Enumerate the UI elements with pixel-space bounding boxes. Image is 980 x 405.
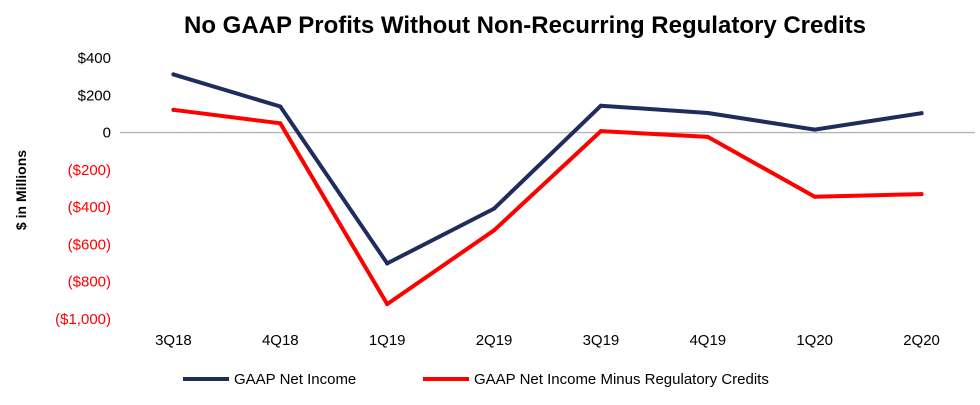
x-tick-label: 1Q20: [796, 332, 833, 349]
legend-label-2: GAAP Net Income Minus Regulatory Credits: [474, 371, 769, 388]
data-point: [171, 107, 176, 112]
y-tick-label: ($400): [68, 199, 111, 216]
data-point: [385, 302, 390, 307]
x-tick-label: 3Q19: [583, 332, 620, 349]
data-point: [278, 104, 283, 109]
x-tick-label: 4Q18: [262, 332, 299, 349]
y-tick-label: ($1,000): [55, 311, 111, 328]
data-point: [385, 261, 390, 266]
data-point: [598, 103, 603, 108]
data-point: [598, 129, 603, 134]
data-point: [278, 121, 283, 126]
data-point: [919, 111, 924, 116]
x-tick-label: 3Q18: [155, 332, 192, 349]
data-point: [492, 206, 497, 211]
y-axis-label: $ in Millions: [13, 150, 29, 230]
y-tick-label: ($600): [68, 236, 111, 253]
data-point: [705, 134, 710, 139]
y-tick-label: ($200): [68, 162, 111, 179]
data-point: [812, 127, 817, 132]
legend: GAAP Net Income GAAP Net Income Minus Reg…: [183, 371, 769, 388]
data-point: [171, 72, 176, 77]
y-tick-label: $400: [78, 50, 111, 67]
plot-area: $400 $200 0 ($200) ($400) ($600) ($800) ($1,000…: [55, 50, 975, 349]
x-tick-label: 1Q19: [369, 332, 406, 349]
chart-title: No GAAP Profits Without Non-Recurring Re…: [184, 12, 866, 39]
x-tick-label: 2Q20: [903, 332, 940, 349]
y-tick-label: 0: [103, 125, 111, 142]
x-tick-label: 4Q19: [689, 332, 726, 349]
x-tick-label: 2Q19: [476, 332, 513, 349]
data-point: [919, 192, 924, 197]
y-tick-label: ($800): [68, 274, 111, 291]
series-line-2: [171, 107, 924, 307]
legend-label-1: GAAP Net Income: [234, 371, 356, 388]
data-point: [812, 194, 817, 199]
data-point: [705, 110, 710, 115]
y-tick-label: $200: [78, 87, 111, 104]
series-line-1: [171, 72, 924, 266]
data-point: [492, 228, 497, 233]
